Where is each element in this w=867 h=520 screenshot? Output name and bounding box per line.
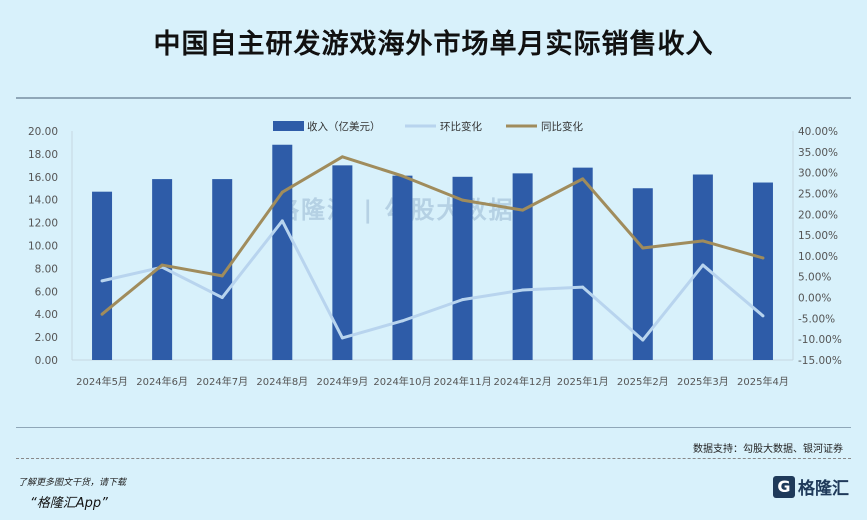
bar-revenue bbox=[452, 176, 473, 360]
x-tick-label: 2024年5月 bbox=[76, 375, 128, 388]
line-yoy-point bbox=[701, 239, 705, 243]
right-tick-label: -15.00% bbox=[798, 355, 842, 367]
line-mom-point bbox=[701, 263, 705, 267]
left-tick-label: 8.00 bbox=[35, 263, 58, 275]
line-yoy-point bbox=[280, 190, 284, 194]
left-tick-label: 10.00 bbox=[28, 241, 58, 253]
brand-logo: G 格隆汇 bbox=[773, 474, 849, 499]
legend-swatch-revenue bbox=[273, 121, 304, 131]
line-yoy-point bbox=[761, 256, 765, 260]
left-tick-label: 20.00 bbox=[28, 126, 58, 138]
line-mom-point bbox=[340, 336, 344, 340]
x-tick-label: 2025年1月 bbox=[557, 375, 609, 388]
x-tick-label: 2024年9月 bbox=[316, 375, 368, 388]
left-tick-label: 18.00 bbox=[28, 149, 58, 161]
line-mom-point bbox=[400, 319, 404, 323]
left-tick-label: 2.00 bbox=[35, 332, 58, 344]
bar-revenue bbox=[212, 179, 233, 360]
x-tick-label: 2024年6月 bbox=[136, 375, 188, 388]
line-yoy-point bbox=[641, 246, 645, 250]
right-tick-label: -10.00% bbox=[798, 334, 842, 346]
line-mom-point bbox=[280, 219, 284, 223]
bar-revenue bbox=[272, 144, 293, 360]
x-tick-label: 2024年8月 bbox=[256, 375, 308, 388]
left-tick-label: 16.00 bbox=[28, 172, 58, 184]
left-tick-label: 0.00 bbox=[35, 355, 58, 367]
right-tick-label: 30.00% bbox=[798, 168, 838, 180]
right-tick-label: 40.00% bbox=[798, 126, 838, 138]
line-mom-point bbox=[641, 338, 645, 342]
line-mom-point bbox=[521, 288, 525, 292]
line-mom-point bbox=[761, 314, 765, 318]
left-tick-label: 4.00 bbox=[35, 309, 58, 321]
legend-label-revenue: 收入（亿美元） bbox=[307, 120, 381, 133]
x-tick-label: 2025年2月 bbox=[617, 375, 669, 388]
x-tick-label: 2024年7月 bbox=[196, 375, 248, 388]
combo-chart: 0.00 2.00 4.00 6.00 8.00 10.00 12.00 14.00 16.00… bbox=[28, 120, 842, 388]
chart-divider bbox=[16, 427, 851, 428]
line-mom bbox=[101, 219, 764, 342]
legend-label-mom: 环比变化 bbox=[440, 120, 482, 133]
left-tick-label: 12.00 bbox=[28, 218, 58, 230]
line-yoy-point bbox=[220, 274, 224, 278]
right-tick-label: 0.00% bbox=[798, 293, 831, 305]
x-tick-label: 2024年10月 bbox=[373, 375, 431, 388]
bar-revenue bbox=[572, 167, 593, 360]
bar-revenue bbox=[332, 165, 353, 360]
logo-text: 格隆汇 bbox=[798, 479, 849, 499]
data-source: 数据支持：勾股大数据、银河证券 bbox=[693, 444, 843, 455]
line-yoy-point bbox=[521, 208, 525, 212]
bar-revenue bbox=[752, 182, 773, 360]
right-tick-label: 35.00% bbox=[798, 147, 838, 159]
line-yoy-point bbox=[100, 312, 104, 316]
promo-app-name: “格隆汇App” bbox=[30, 496, 108, 511]
right-tick-label: 10.00% bbox=[798, 251, 838, 263]
dashed-divider bbox=[16, 458, 851, 459]
left-tick-label: 14.00 bbox=[28, 195, 58, 207]
promo-text: 了解更多图文干货，请下载 bbox=[18, 478, 127, 488]
line-yoy-point bbox=[581, 177, 585, 181]
legend-label-yoy: 同比变化 bbox=[541, 120, 583, 133]
bar-revenue bbox=[392, 175, 413, 360]
x-tick-label: 2025年4月 bbox=[737, 375, 789, 388]
chart-title: 中国自主研发游戏海外市场单月实际销售收入 bbox=[153, 29, 714, 60]
left-tick-label: 6.00 bbox=[35, 286, 58, 298]
right-tick-label: -5.00% bbox=[798, 313, 835, 325]
line-mom-point bbox=[581, 285, 585, 289]
right-tick-label: 20.00% bbox=[798, 209, 838, 221]
line-mom-point bbox=[100, 279, 104, 283]
line-mom-point bbox=[461, 298, 465, 302]
title-divider bbox=[16, 97, 851, 99]
right-tick-label: 15.00% bbox=[798, 230, 838, 242]
x-tick-label: 2025年3月 bbox=[677, 375, 729, 388]
bar-revenue bbox=[512, 173, 533, 360]
line-yoy-point bbox=[461, 198, 465, 202]
x-tick-label: 2024年12月 bbox=[494, 375, 552, 388]
logo-icon: G bbox=[773, 475, 795, 498]
bar-revenue bbox=[632, 188, 653, 360]
right-tick-label: 25.00% bbox=[798, 188, 838, 200]
line-yoy bbox=[101, 155, 764, 316]
line-yoy-point bbox=[160, 263, 164, 267]
bar-revenue bbox=[92, 191, 113, 360]
right-tick-label: 5.00% bbox=[798, 272, 831, 284]
line-yoy-point bbox=[400, 174, 404, 178]
bar-revenue bbox=[152, 179, 173, 360]
x-tick-label: 2024年11月 bbox=[433, 375, 491, 388]
line-mom-point bbox=[220, 296, 224, 300]
line-yoy-point bbox=[340, 155, 344, 159]
